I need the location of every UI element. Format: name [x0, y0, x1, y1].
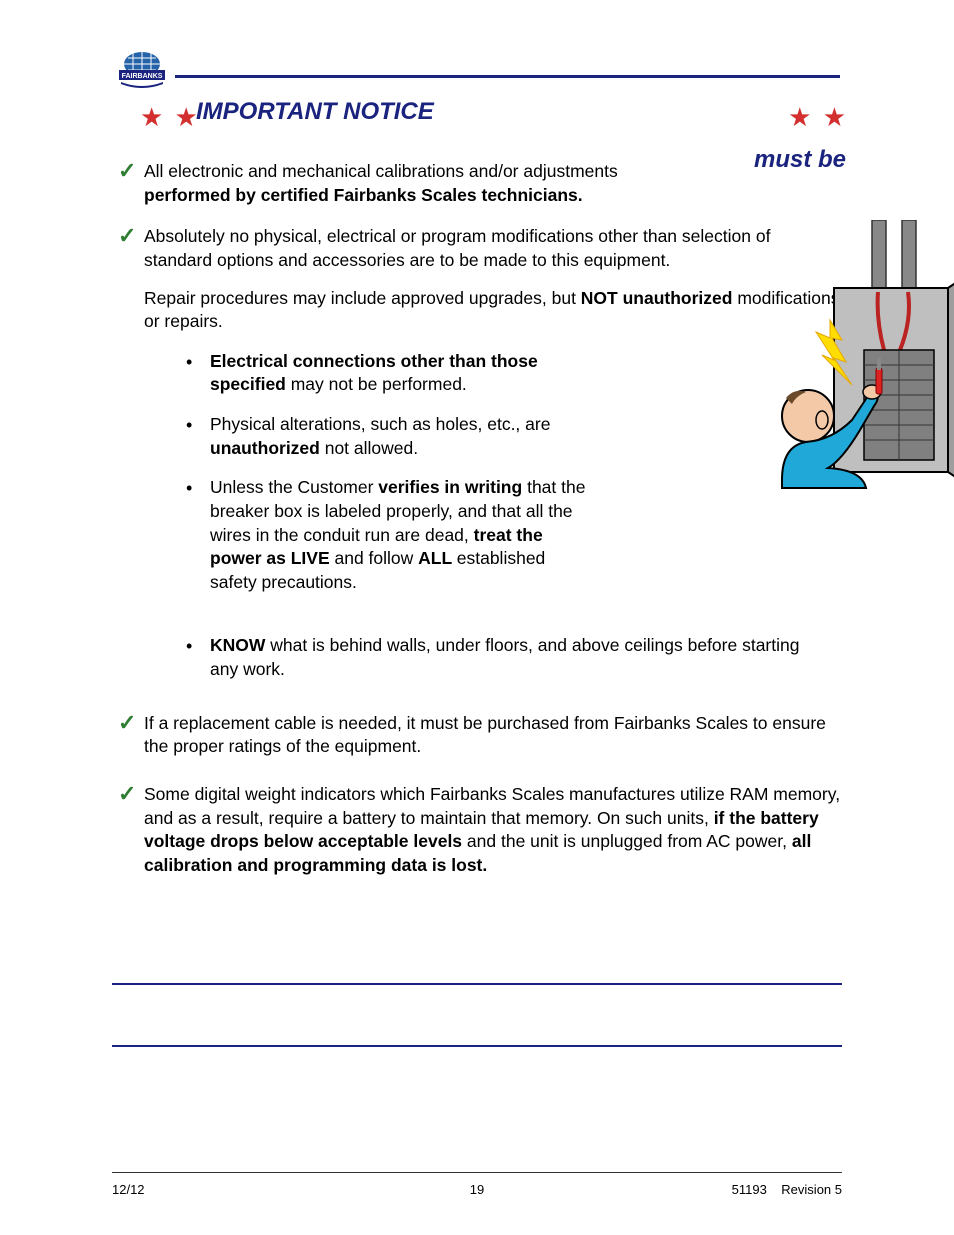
- check1-bold: performed by certified Fairbanks Scales …: [144, 185, 583, 205]
- header-rule: [175, 75, 840, 78]
- bullet-dot-icon: •: [186, 476, 192, 500]
- check-item-3: ✓ If a replacement cable is needed, it m…: [112, 712, 842, 759]
- logo-text: FAIRBANKS: [122, 73, 163, 80]
- section-divider-bottom: [112, 1045, 842, 1047]
- b3-lead: Unless the Customer: [210, 477, 378, 497]
- fairbanks-logo: FAIRBANKS: [113, 48, 171, 96]
- checkmark-icon: ✓: [118, 710, 136, 736]
- check2-lead: Absolutely no physical, electrical or pr…: [144, 226, 770, 270]
- b3-bold3: ALL: [418, 548, 457, 568]
- stars-left-icon: ★ ★: [140, 102, 200, 133]
- important-notice-row: ★ ★ IMPORTANT NOTICE ★ ★: [112, 96, 842, 132]
- bullet-dot-icon: •: [186, 634, 192, 658]
- footer-date: 12/12: [112, 1182, 145, 1197]
- important-notice-label: IMPORTANT NOTICE: [196, 98, 434, 126]
- footer-rule: [112, 1172, 842, 1173]
- footer-revision: Revision 5: [781, 1182, 842, 1197]
- check1-lead: All electronic and mechanical calibratio…: [144, 161, 618, 181]
- bullet-dot-icon: •: [186, 413, 192, 437]
- bullet-dot-icon: •: [186, 350, 192, 374]
- footer-doc-number: 51193: [732, 1182, 767, 1197]
- b2-bold: unauthorized: [210, 438, 325, 458]
- b1-rest: may not be performed.: [291, 374, 467, 394]
- b3-bold1: verifies in writing: [378, 477, 522, 497]
- check3-text: If a replacement cable is needed, it mus…: [144, 713, 826, 757]
- checkmark-icon: ✓: [118, 223, 136, 249]
- bullet-4: • KNOW what is behind walls, under floor…: [186, 634, 826, 681]
- checkmark-icon: ✓: [118, 158, 136, 184]
- stars-right-icon: ★ ★: [788, 102, 848, 133]
- bullet-1: • Electrical connections other than thos…: [186, 350, 606, 397]
- section-divider-top: [112, 983, 842, 985]
- bullet-2: • Physical alterations, such as holes, e…: [186, 413, 596, 460]
- check2-sub: Repair procedures may include approved u…: [144, 288, 581, 308]
- bullet-3: • Unless the Customer verifies in writin…: [186, 476, 596, 594]
- check-item-1: ✓ All electronic and mechanical calibrat…: [112, 160, 842, 207]
- electrical-panel-illustration: [772, 220, 954, 490]
- check-item-2: ✓ Absolutely no physical, electrical or …: [112, 225, 842, 681]
- footer-page-number: 19: [470, 1182, 484, 1197]
- b4-bold: KNOW: [210, 635, 265, 655]
- check-item-4: ✓ Some digital weight indicators which F…: [112, 783, 842, 878]
- checkmark-icon: ✓: [118, 781, 136, 807]
- check4-p2: and the unit is unplugged from AC power,: [467, 831, 792, 851]
- b2-lead: Physical alterations, such as holes, etc…: [210, 414, 550, 434]
- b4-rest: what is behind walls, under floors, and …: [210, 635, 799, 679]
- check2-sub-bold: NOT unauthorized: [581, 288, 733, 308]
- b3-mid2: and follow: [335, 548, 419, 568]
- b2-rest: not allowed.: [325, 438, 418, 458]
